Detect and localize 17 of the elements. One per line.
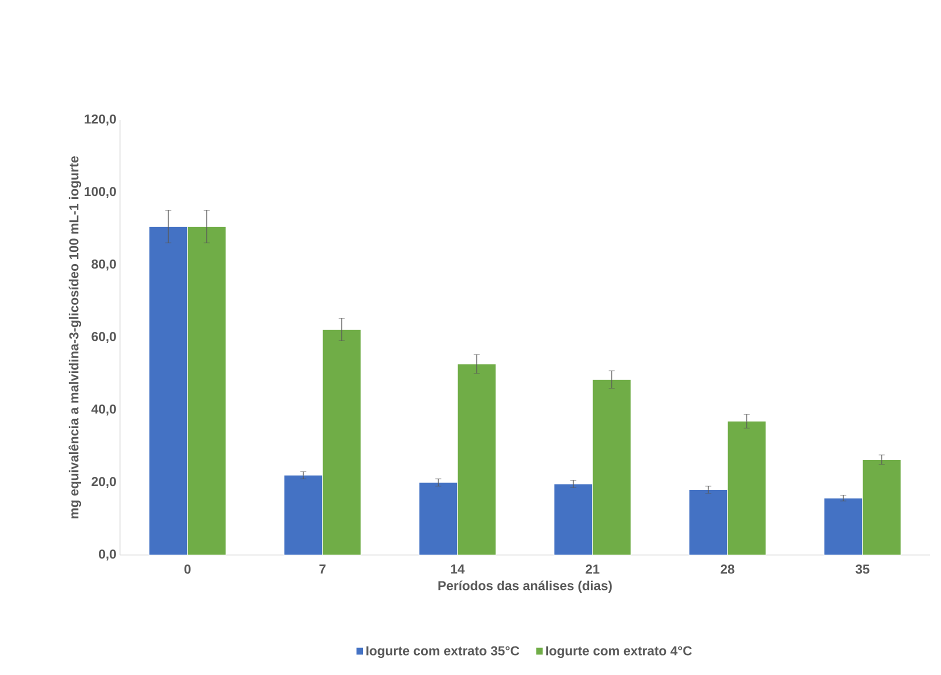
x-tick-label: 14 (451, 564, 465, 574)
y-tick-label: 80,0 (92, 259, 116, 271)
x-tick-label: 7 (319, 564, 326, 574)
y-tick-label: 120,0 (84, 114, 116, 126)
x-axis-title: Períodos das análises (dias) (438, 580, 612, 593)
y-axis-title: mg equivalência a malvidina-3-glicosídeo 100 mL-1 iogurte (68, 156, 82, 518)
y-tick-label: 40,0 (91, 404, 116, 416)
y-tick-label: 60,0 (92, 332, 116, 344)
legend-label: Iogurte com extrato 4°C (546, 646, 692, 658)
x-tick-label: 21 (586, 564, 600, 574)
y-tick-label: 0,0 (98, 549, 116, 561)
y-tick-label: 20,0 (92, 476, 116, 488)
legend-label: Iogurte com extrato 35°C (366, 646, 520, 658)
y-tick-label: 100,0 (84, 186, 116, 198)
x-tick-label: 35 (856, 564, 870, 574)
x-tick-label: 28 (720, 564, 734, 574)
x-tick-label: 0 (184, 564, 191, 574)
